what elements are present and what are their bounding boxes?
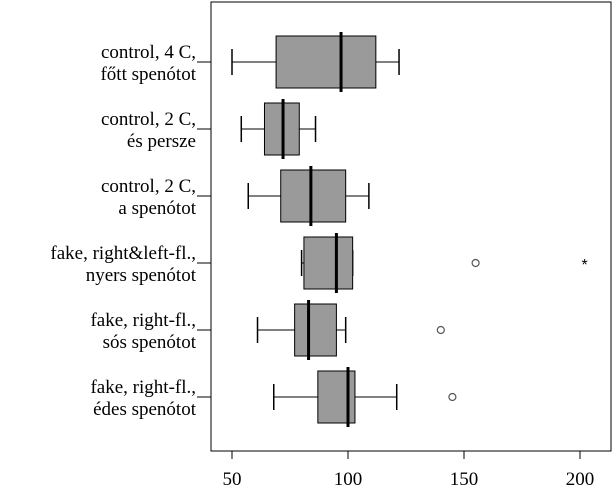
category-label-4: fake, right&left-fl.,nyers spenótot (50, 243, 211, 286)
category-label-line-2: és persze (127, 131, 196, 152)
outlier-circle-1 (471, 258, 480, 268)
x-tick-label-50: 50 (223, 469, 242, 490)
box-group-1 (231, 32, 400, 92)
category-label-3: control, 2 C,a spenótot (101, 176, 211, 219)
x-axis: 50 100 150 200 (223, 451, 595, 490)
box-series: * (231, 32, 588, 427)
box-group-4: * (300, 233, 588, 293)
category-label-line-2: sós spenótot (103, 332, 197, 353)
category-label-line-1: control, 4 C, (101, 42, 196, 63)
x-tick-label-150: 150 (450, 469, 479, 490)
category-label-line-2: édes spenótot (93, 399, 197, 420)
x-tick-label-100: 100 (334, 469, 363, 490)
iqr-box (280, 169, 347, 223)
category-label-6: fake, right-fl.,édes spenótot (90, 377, 211, 420)
category-label-line-2: főtt spenótot (100, 64, 196, 85)
iqr-box (275, 35, 377, 89)
box-group-3 (247, 166, 370, 226)
iqr-box (303, 236, 354, 290)
outlier-star-2: * (582, 257, 588, 274)
box-group-2 (240, 99, 317, 159)
category-label-5: fake, right-fl.,sós spenótot (90, 310, 211, 353)
category-label-line-2: a spenótot (118, 198, 196, 219)
category-label-line-1: fake, right&left-fl., (50, 243, 196, 264)
category-label-2: control, 2 C,és persze (101, 109, 211, 152)
category-label-1: control, 4 C,főtt spenótot (100, 42, 211, 85)
outlier-circle-1 (436, 325, 445, 335)
iqr-box (294, 303, 337, 357)
box-group-5 (256, 300, 445, 360)
category-label-line-1: fake, right-fl., (90, 377, 196, 398)
category-label-line-1: fake, right-fl., (90, 310, 196, 331)
category-label-line-2: nyers spenótot (86, 265, 197, 286)
x-tick-label-200: 200 (566, 469, 595, 490)
outlier-circle-1 (448, 392, 457, 402)
category-label-line-1: control, 2 C, (101, 109, 196, 130)
plot-frame (210, 1, 612, 452)
category-label-line-1: control, 2 C, (101, 176, 196, 197)
box-group-6 (273, 367, 457, 427)
